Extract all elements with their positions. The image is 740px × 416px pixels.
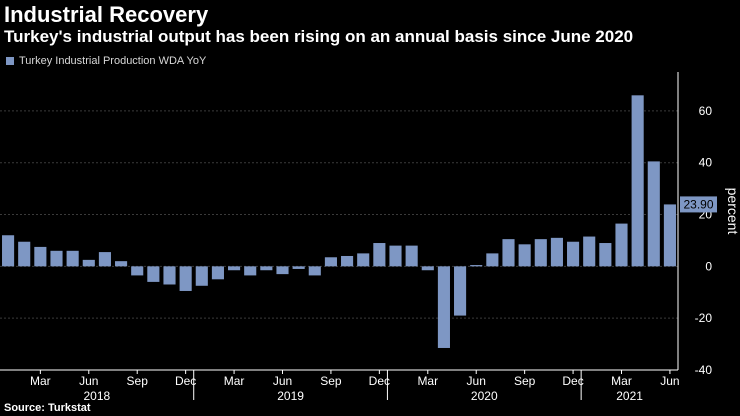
bar xyxy=(437,266,450,348)
x-tick-label: Jun xyxy=(273,374,292,388)
x-tick-label: Dec xyxy=(369,374,390,388)
bar xyxy=(211,266,224,280)
bar xyxy=(502,239,515,267)
x-tick-label: Sep xyxy=(320,374,342,388)
legend-label: Turkey Industrial Production WDA YoY xyxy=(19,55,207,67)
bar xyxy=(454,266,467,316)
bar xyxy=(292,266,305,269)
bar xyxy=(18,241,31,267)
last-value-label: 23.90 xyxy=(683,197,713,211)
bar xyxy=(534,239,547,267)
y-tick-label: -40 xyxy=(695,363,713,377)
bar xyxy=(470,265,483,267)
bar xyxy=(518,244,531,267)
x-year-label: 2021 xyxy=(616,389,643,403)
bar xyxy=(405,245,418,267)
legend: Turkey Industrial Production WDA YoY xyxy=(6,55,206,67)
bar xyxy=(2,235,15,267)
x-year-label: 2018 xyxy=(84,389,111,403)
x-tick-label: Sep xyxy=(127,374,149,388)
bar xyxy=(389,245,402,267)
bar xyxy=(276,266,289,275)
x-year-label: 2020 xyxy=(471,389,498,403)
y-tick-label: 40 xyxy=(699,156,713,170)
x-tick-label: Sep xyxy=(514,374,536,388)
x-tick-label: Dec xyxy=(562,374,583,388)
bar xyxy=(115,261,128,267)
bar xyxy=(66,250,79,267)
bar xyxy=(631,95,644,267)
bar xyxy=(228,266,241,271)
x-tick-label: Mar xyxy=(224,374,245,388)
bar xyxy=(550,237,563,267)
bar xyxy=(50,250,63,267)
bar xyxy=(647,161,660,267)
chart-title: Industrial Recovery xyxy=(4,2,209,27)
x-year-label: 2019 xyxy=(277,389,304,403)
source-note: Source: Turkstat xyxy=(4,402,91,414)
bar xyxy=(131,266,144,276)
bar xyxy=(147,266,160,282)
last-value-badge xyxy=(680,196,717,213)
bar xyxy=(163,266,176,285)
x-tick-label: Jun xyxy=(660,374,679,388)
x-tick-label: Mar xyxy=(611,374,632,388)
y-tick-label: 60 xyxy=(699,104,713,118)
bar xyxy=(341,255,354,267)
bar xyxy=(663,204,676,267)
bar xyxy=(260,266,273,271)
bar xyxy=(599,243,612,267)
x-tick-label: Dec xyxy=(175,374,196,388)
x-tick-label: Jun xyxy=(79,374,98,388)
bar xyxy=(373,243,386,267)
bar xyxy=(195,266,208,286)
chart-subtitle: Turkey's industrial output has been risi… xyxy=(4,27,634,46)
bar xyxy=(567,241,580,267)
bar xyxy=(357,253,370,267)
x-tick-label: Jun xyxy=(467,374,486,388)
x-tick-label: Mar xyxy=(417,374,438,388)
y-tick-label: 0 xyxy=(705,259,712,273)
bar xyxy=(244,266,257,276)
bar xyxy=(486,253,499,267)
bar xyxy=(82,259,95,267)
bar xyxy=(421,266,434,271)
y-tick-label: -20 xyxy=(695,311,713,325)
legend-swatch xyxy=(6,57,14,65)
bar xyxy=(179,266,192,291)
bar xyxy=(34,246,47,267)
x-tick-label: Mar xyxy=(30,374,51,388)
bar xyxy=(308,266,321,276)
bar xyxy=(615,223,628,267)
y-axis-title: percent xyxy=(725,188,740,235)
bar xyxy=(583,236,596,267)
bar xyxy=(98,252,111,267)
bar xyxy=(324,257,337,267)
